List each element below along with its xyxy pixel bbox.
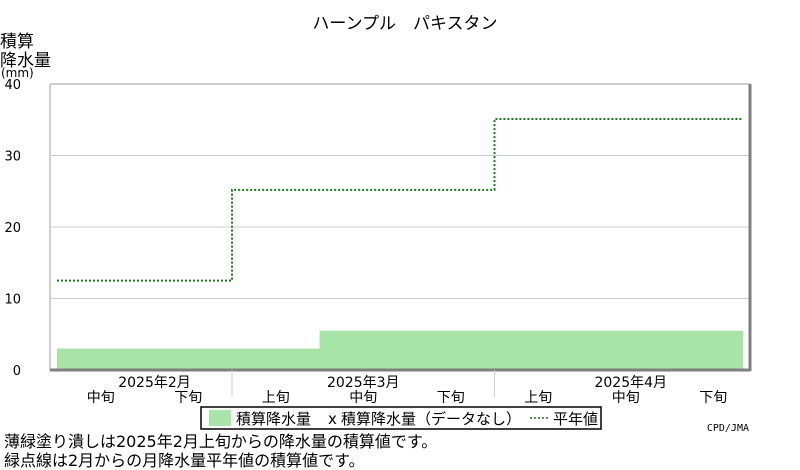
y-tick-label: 40 [4, 78, 21, 93]
y-axis-unit-label: (mm) [1, 66, 34, 80]
dekad-label: 中旬 [612, 390, 640, 406]
plot-frame [49, 83, 752, 372]
y-tick-label: 20 [4, 221, 21, 236]
dekad-label: 中旬 [349, 390, 377, 406]
y-axis-label-line-1: 積算 [0, 32, 34, 52]
note-fill-description: 薄緑塗り潰しは2025年2月上旬からの降水量の積算値です。 [4, 432, 437, 451]
grid-lines [50, 83, 750, 299]
legend-box [200, 406, 602, 430]
month-label: 2025年4月 [594, 375, 667, 391]
area-bar [669, 330, 743, 370]
area-bar [57, 348, 145, 370]
legend-area-label: 積算降水量 [236, 410, 311, 428]
dekad-label: 下旬 [174, 390, 202, 406]
area-bar [407, 330, 495, 370]
dekad-label: 上旬 [262, 390, 290, 406]
month-label: 2025年3月 [327, 375, 400, 391]
legend: 積算降水量 x 積算降水量（データなし） 平年値 [200, 406, 602, 430]
y-tick-label: 0 [13, 364, 21, 379]
accumulated-precipitation-area [57, 330, 743, 370]
legend-normal-label: 平年値 [553, 410, 598, 428]
dekad-label: 下旬 [699, 390, 727, 406]
month-label: 2025年2月 [118, 375, 191, 391]
y-axis-label-line-2: 降水量 [0, 51, 51, 71]
y-tick-label: 30 [4, 150, 21, 165]
normal-step-line [57, 118, 743, 282]
legend-area-swatch [209, 410, 231, 426]
dekad-label: 上旬 [524, 390, 552, 406]
note-line-description: 緑点線は2月からの月降水量平年値の積算値です。 [4, 451, 365, 470]
y-tick-label: 10 [4, 293, 21, 308]
area-bar [232, 348, 320, 370]
normal-value-line [57, 118, 743, 282]
area-bar [144, 348, 232, 370]
dekad-label: 中旬 [87, 390, 115, 406]
area-bar [494, 330, 582, 370]
dekad-label: 下旬 [437, 390, 465, 406]
chart-title: ハーンプル パキスタン [312, 14, 497, 34]
area-bar [319, 330, 407, 370]
y-axis-ticks: 0 10 20 30 40 [4, 78, 21, 379]
legend-missing-symbol: x [328, 410, 337, 428]
area-bar [582, 330, 670, 370]
credit-label: CPD/JMA [707, 423, 749, 434]
legend-missing-label: 積算降水量（データなし） [341, 410, 521, 428]
